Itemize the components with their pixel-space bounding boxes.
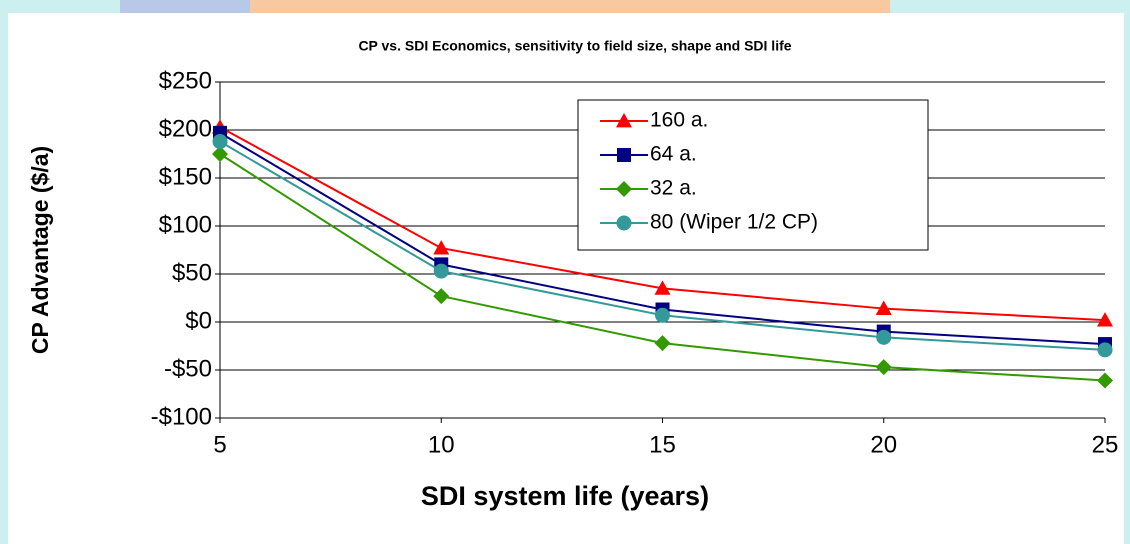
y-tick-label: -$50: [164, 355, 212, 382]
legend-label: 80 (Wiper 1/2 CP): [650, 211, 818, 234]
marker: [616, 113, 632, 128]
y-tick-label: $200: [159, 115, 212, 142]
marker: [433, 288, 450, 305]
legend-label: 64 a.: [650, 143, 697, 166]
top-strip-cell: [250, 0, 890, 13]
legend-label: 160 a.: [650, 109, 708, 132]
y-tick-label: $250: [159, 67, 212, 94]
marker: [655, 307, 670, 323]
marker: [617, 148, 631, 162]
x-tick-label: 15: [649, 431, 676, 458]
marker: [875, 300, 892, 315]
x-tick-label: 20: [870, 431, 897, 458]
y-tick-label: $0: [185, 307, 212, 334]
x-tick-label: 25: [1092, 431, 1119, 458]
left-border: [0, 13, 8, 544]
marker: [616, 215, 632, 231]
marker: [876, 329, 892, 345]
marker: [212, 134, 228, 150]
y-tick-label: $150: [159, 163, 212, 190]
x-tick-label: 10: [428, 431, 455, 458]
right-border: [1124, 13, 1130, 544]
x-axis-label: SDI system life (years): [421, 481, 709, 511]
legend-box: [577, 99, 929, 251]
marker: [1097, 372, 1113, 389]
marker: [616, 181, 632, 197]
y-axis-label: CP Advantage ($/a): [27, 146, 53, 354]
y-tick-label: $100: [159, 211, 212, 238]
legend-label: 32 a.: [650, 177, 697, 200]
marker: [654, 280, 671, 295]
marker: [1097, 342, 1113, 358]
marker: [212, 146, 228, 162]
top-strip-cell: [120, 0, 250, 13]
marker: [875, 359, 892, 376]
y-tick-label: -$100: [151, 403, 212, 430]
x-tick-label: 5: [213, 431, 226, 458]
marker: [433, 263, 449, 279]
chart-title: CP vs. SDI Economics, sensitivity to fie…: [358, 38, 791, 54]
marker: [1097, 312, 1113, 327]
y-tick-label: $50: [172, 259, 212, 286]
marker: [433, 240, 450, 255]
marker: [654, 335, 671, 352]
